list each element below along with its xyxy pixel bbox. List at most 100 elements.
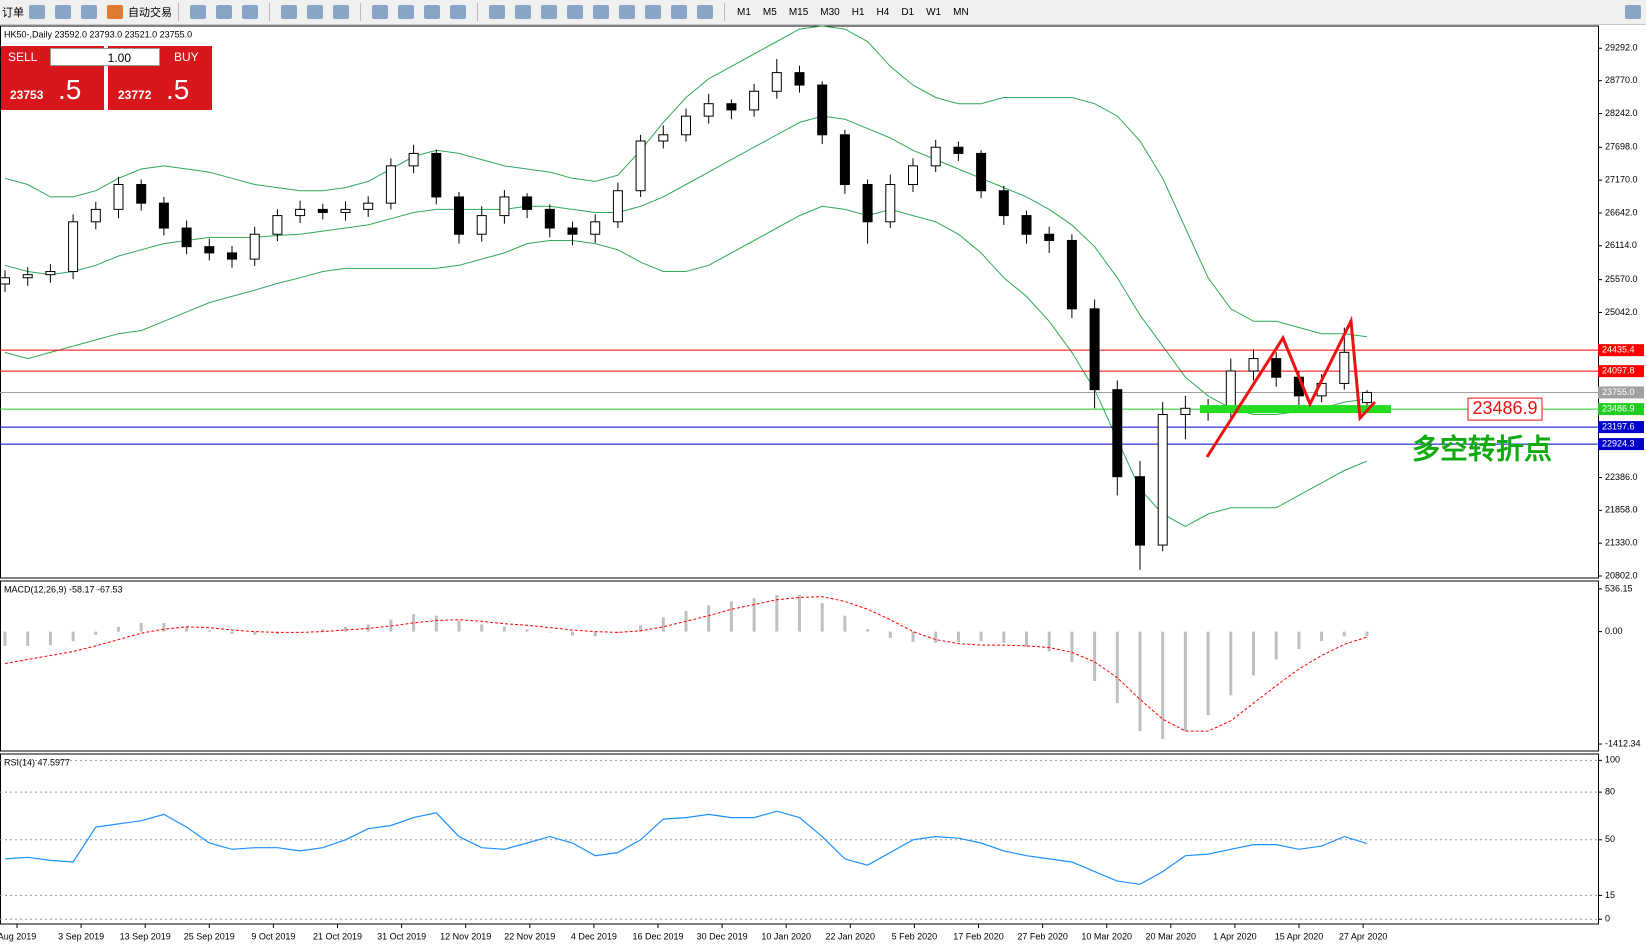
icon[interactable] xyxy=(107,5,123,19)
icon[interactable] xyxy=(697,5,713,19)
x-tick-label: 1 Apr 2020 xyxy=(1213,931,1257,941)
x-tick-label: 31 Oct 2019 xyxy=(377,931,426,941)
icon[interactable] xyxy=(645,5,661,19)
icon[interactable] xyxy=(81,5,97,19)
level-label: 24097.8 xyxy=(1602,366,1635,376)
sell-label: SELL xyxy=(8,50,38,64)
y-tick-label: 0.00 xyxy=(1605,626,1623,636)
timeframe-button[interactable]: H1 xyxy=(851,6,865,18)
timeframe-button[interactable]: M5 xyxy=(762,6,777,18)
timeframe-button[interactable]: W1 xyxy=(926,6,942,18)
buy-button[interactable]: BUY 23772 .5 xyxy=(108,46,212,110)
price-callout-box xyxy=(1467,397,1543,421)
y-tick-label: 20802.0 xyxy=(1605,570,1638,580)
level-label-box xyxy=(1598,386,1644,399)
y-tick-label: 26114.0 xyxy=(1605,240,1637,250)
candle-body xyxy=(1248,358,1259,372)
candle-body xyxy=(136,184,147,204)
level-label-box xyxy=(1598,421,1644,434)
icon[interactable] xyxy=(281,5,297,19)
x-tick-label: 16 Dec 2019 xyxy=(632,931,683,941)
candle-body xyxy=(22,274,33,279)
candle-body xyxy=(1066,239,1077,310)
buy-price-pip: .5 xyxy=(166,74,190,105)
candle-body xyxy=(862,184,873,223)
candle-body xyxy=(1157,414,1168,546)
rsi-line xyxy=(4,810,1368,885)
candle-body xyxy=(590,221,601,235)
x-tick-label: 3 Sep 2019 xyxy=(58,931,104,941)
candle-body xyxy=(998,190,1009,217)
separator xyxy=(477,3,478,21)
icon[interactable] xyxy=(307,5,323,19)
timeframe-button[interactable]: H4 xyxy=(876,6,890,18)
timeframe-button[interactable]: M15 xyxy=(788,6,809,18)
x-tick-label: 4 Dec 2019 xyxy=(571,931,617,941)
timeframe-button[interactable]: D1 xyxy=(901,6,915,18)
sell-price-pip: .5 xyxy=(58,74,82,105)
candle-body xyxy=(1225,370,1236,409)
y-tick-label: 28770.0 xyxy=(1605,75,1638,85)
icon[interactable] xyxy=(567,5,583,19)
candle-body xyxy=(1089,308,1100,391)
panel-frame xyxy=(0,753,1599,925)
icon[interactable] xyxy=(671,5,687,19)
candle-body xyxy=(1180,407,1191,416)
candle-body xyxy=(908,165,918,186)
icon[interactable] xyxy=(29,5,45,19)
x-tick-label: 9 Oct 2019 xyxy=(251,931,295,941)
y-tick-label: 21858.0 xyxy=(1605,505,1638,515)
candle-body xyxy=(544,208,555,229)
y-tick-label: 22386.0 xyxy=(1605,472,1638,482)
icon[interactable] xyxy=(541,5,557,19)
x-tick-label: 12 Nov 2019 xyxy=(440,931,491,941)
candle-body xyxy=(1339,351,1350,384)
search-icon[interactable] xyxy=(1625,5,1641,19)
icon[interactable] xyxy=(190,5,206,19)
timeframe-button[interactable]: M1 xyxy=(737,6,751,18)
level-label-box xyxy=(1598,403,1644,416)
icon[interactable] xyxy=(242,5,258,19)
icon[interactable] xyxy=(450,5,466,19)
panel-title: HK50-,Daily 23592.0 23793.0 23521.0 2375… xyxy=(4,29,192,39)
candle-body xyxy=(567,227,578,235)
candle-body xyxy=(363,202,374,210)
level-label: 24435.4 xyxy=(1602,345,1635,355)
icon[interactable] xyxy=(489,5,505,19)
icon[interactable] xyxy=(216,5,232,19)
icon[interactable] xyxy=(398,5,414,19)
timeframe-button[interactable]: MN xyxy=(953,6,969,18)
candle-body xyxy=(635,140,646,192)
icon[interactable] xyxy=(619,5,635,19)
x-tick-label: 27 Feb 2020 xyxy=(1017,931,1068,941)
candle-body xyxy=(1021,215,1032,235)
icon[interactable] xyxy=(55,5,71,19)
candle-body xyxy=(295,208,306,217)
timeframe-button[interactable]: M30 xyxy=(820,6,840,18)
price-callout: 23486.9 xyxy=(1472,398,1537,418)
icon[interactable] xyxy=(372,5,388,19)
candle-body xyxy=(499,196,510,217)
candle-body xyxy=(817,84,828,136)
y-tick-label: 0 xyxy=(1605,914,1610,924)
y-tick-label: 28242.0 xyxy=(1605,108,1638,118)
separator xyxy=(724,3,725,21)
candle-body xyxy=(1044,233,1055,241)
icon[interactable] xyxy=(424,5,440,19)
candle-body xyxy=(340,208,351,213)
menu-order[interactable]: 订单 xyxy=(2,7,24,19)
icon[interactable] xyxy=(333,5,349,19)
candle-body xyxy=(181,227,192,248)
candle-body xyxy=(794,72,805,86)
icon[interactable] xyxy=(593,5,609,19)
candle-body xyxy=(227,252,237,260)
candle-body xyxy=(272,215,283,235)
volume-input[interactable]: 1.00 xyxy=(50,48,160,66)
icon[interactable] xyxy=(515,5,531,19)
support-marker xyxy=(1200,405,1391,414)
level-label-box xyxy=(1598,365,1644,378)
x-tick-label: 10 Mar 2020 xyxy=(1081,931,1132,941)
y-tick-label: -1412.34 xyxy=(1605,738,1641,748)
auto-trade-button[interactable]: 自动交易 xyxy=(128,7,172,19)
